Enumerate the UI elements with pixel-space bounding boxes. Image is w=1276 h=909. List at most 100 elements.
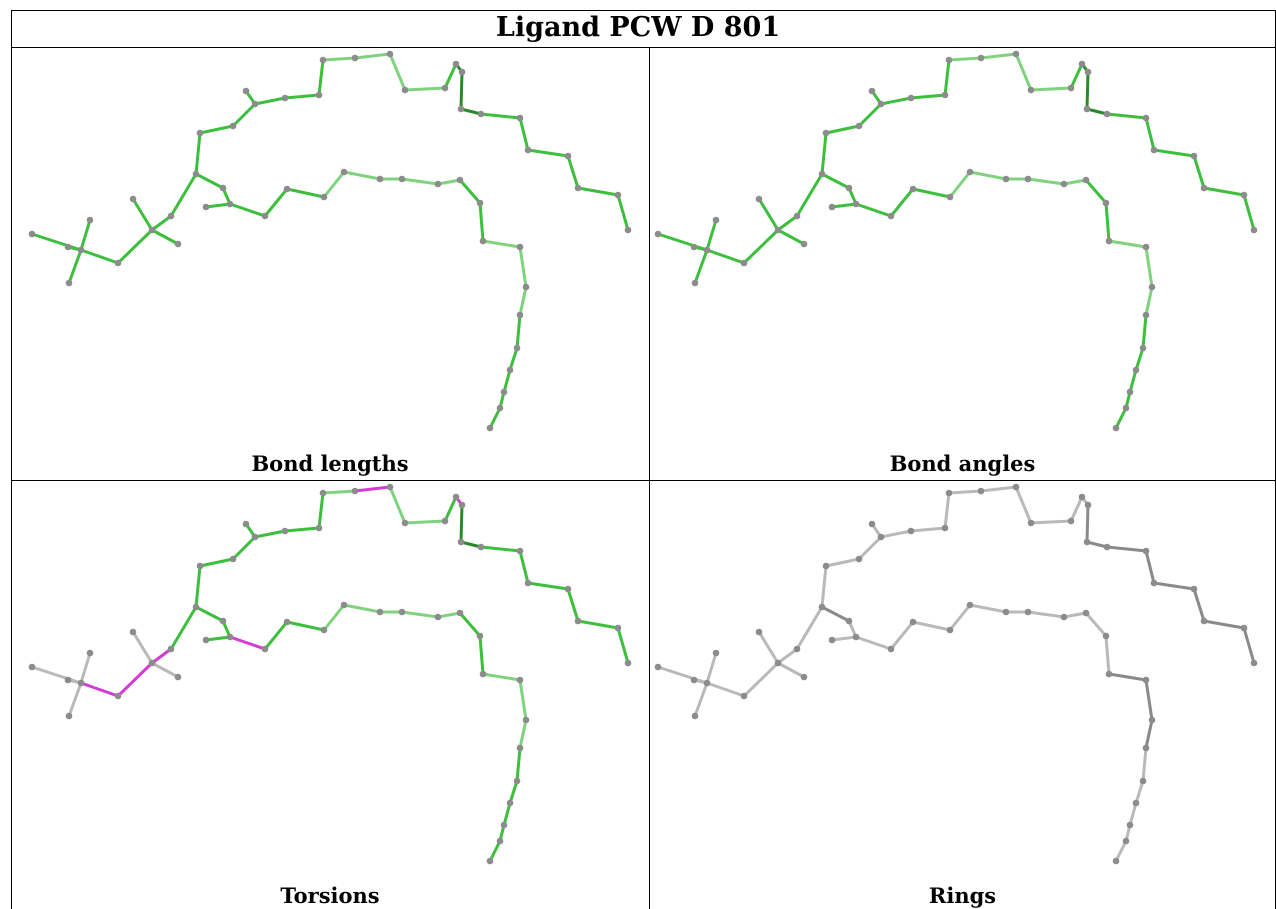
atom [1060,613,1068,621]
atom [945,56,953,64]
bond [79,218,92,252]
atom [77,679,85,687]
atom [386,50,394,58]
bond [1104,634,1111,676]
bond [443,62,458,90]
bond [1242,626,1256,665]
atom [1103,110,1111,118]
atom [1084,501,1092,509]
bond [566,154,580,190]
atom [800,240,808,248]
bond [705,248,746,265]
bond [1144,285,1154,317]
molecule-structure [654,50,1258,432]
atom [691,279,699,287]
bond [1084,178,1108,205]
bond [824,124,861,135]
atom [77,246,85,254]
bond [459,540,483,549]
bond [400,177,440,186]
bond [1144,116,1156,152]
panel-rings [654,483,1258,865]
atom [283,618,291,626]
atom [351,487,359,495]
atom [1012,483,1020,491]
atom [1027,519,1035,527]
atom [703,246,711,254]
bond [403,86,447,92]
atom [196,562,204,570]
bond [400,610,440,619]
atom [1190,152,1198,160]
atom [1142,243,1150,251]
atom [703,679,711,687]
atom [114,692,122,700]
atom [1148,283,1156,291]
atom [167,212,175,220]
atom [564,152,572,160]
bond [820,172,851,190]
bond [1085,107,1109,116]
atom [192,603,200,611]
atom [513,344,521,352]
bond [1144,678,1154,722]
bond [388,52,407,92]
bond [79,681,120,698]
atom [1084,68,1092,76]
atom [1082,609,1090,617]
bond [321,56,357,62]
bond [947,56,983,62]
bond [1014,52,1033,92]
panel-torsions [28,483,632,865]
atom [242,520,250,528]
atom [855,122,863,130]
bond [488,406,502,430]
bond [283,93,321,100]
atom [524,146,532,154]
bond [857,535,883,561]
bond [1134,779,1145,805]
atom [506,366,514,374]
atom [1083,538,1091,546]
atom [755,628,763,636]
bond [757,197,780,232]
atom [909,185,917,193]
bond [742,228,780,265]
atom [229,122,237,130]
atom [401,519,409,527]
bond [204,635,232,642]
bond [283,526,321,533]
atom [793,212,801,220]
caption-bond-angles: Bond angles [889,451,1036,476]
bond [1152,581,1196,591]
atom [774,659,782,667]
atom [800,673,808,681]
bond [194,172,225,190]
bond [228,202,267,218]
atom [1102,632,1110,640]
bond [231,535,257,561]
bond [481,672,522,682]
bond [518,549,530,585]
bond [1107,672,1148,682]
atom [877,533,885,541]
atom [868,87,876,95]
bond [150,214,173,232]
bond [1192,587,1206,623]
caption-torsions: Torsions [280,883,380,908]
bond [616,626,630,665]
atom [1126,821,1134,829]
atom [320,193,328,201]
atom [398,175,406,183]
bond [67,681,83,718]
bond [150,228,180,246]
bond [285,187,326,199]
bond [705,651,718,685]
atom [516,243,524,251]
bond [1062,178,1088,186]
atom [755,195,763,203]
atom [522,716,530,724]
atom [1102,199,1110,207]
bond [830,635,858,642]
atom [148,659,156,667]
